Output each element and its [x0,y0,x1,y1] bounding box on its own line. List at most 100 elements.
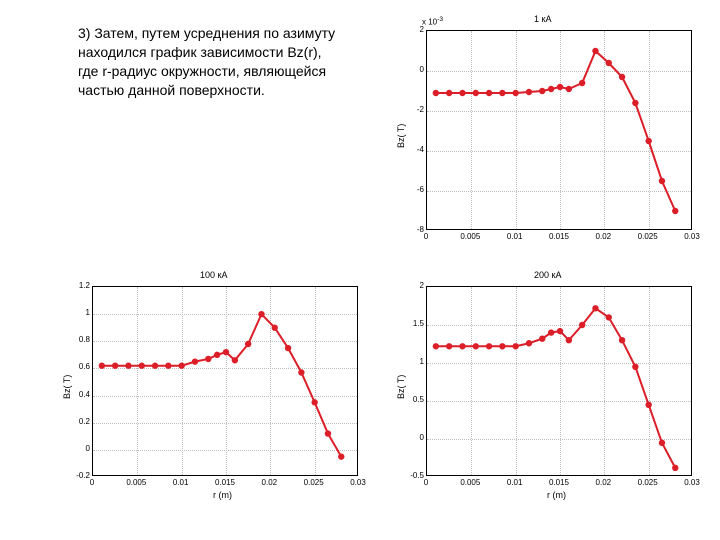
x-tick-label: 0.01 [500,478,530,487]
x-axis-label: r (m) [547,490,566,500]
data-marker [672,208,678,214]
data-marker [178,363,184,369]
data-marker [272,325,278,331]
data-marker [433,90,439,96]
data-marker [592,48,598,54]
data-marker [223,349,229,355]
data-marker [446,90,452,96]
x-tick-label: 0.03 [343,478,373,487]
y-axis-label: Bz( T) [62,375,72,399]
chart-200ka: -0.500.511.5200.0050.010.0150.020.0250.0… [388,266,698,506]
y-tick-label: 1.5 [394,319,424,328]
data-marker [152,363,158,369]
y-axis-label: Bz( T) [396,375,406,399]
data-marker [619,74,625,80]
data-marker [526,340,532,346]
data-marker [557,328,563,334]
data-marker [632,364,638,370]
data-marker [473,90,479,96]
data-marker [486,343,492,349]
data-marker [205,356,211,362]
data-marker [112,363,118,369]
data-marker [512,90,518,96]
y-tick-label: 2 [394,281,424,290]
y-tick-label: 2 [394,25,424,34]
data-marker [645,138,651,144]
data-marker [298,369,304,375]
plot-area [426,30,692,230]
data-marker [632,100,638,106]
plot-area [426,286,692,476]
data-marker [499,90,505,96]
data-marker [459,343,465,349]
data-series [427,31,693,231]
y-tick-label: 0.6 [60,362,90,371]
x-tick-label: 0.03 [677,478,707,487]
data-marker [338,453,344,459]
y-tick-label: 1 [60,308,90,317]
x-tick-label: 0.01 [166,478,196,487]
y-tick-label: 0.2 [60,417,90,426]
x-tick-label: 0.01 [500,232,530,241]
data-marker [258,311,264,317]
data-marker [659,440,665,446]
x-tick-label: 0 [411,478,441,487]
x-tick-label: 0.015 [544,232,574,241]
chart-title: 1 кА [534,14,551,24]
data-series [93,287,359,477]
data-marker [566,337,572,343]
data-marker [165,363,171,369]
data-marker [579,322,585,328]
x-tick-label: 0 [411,232,441,241]
chart-100ka: -0.200.20.40.60.811.200.0050.010.0150.02… [54,266,364,506]
data-marker [659,178,665,184]
data-marker [214,352,220,358]
data-marker [499,343,505,349]
data-marker [232,357,238,363]
x-tick-label: 0.005 [121,478,151,487]
x-tick-label: 0.005 [455,478,485,487]
series-line [436,308,675,468]
data-marker [512,343,518,349]
data-marker [672,465,678,471]
plot-area [92,286,358,476]
data-marker [539,335,545,341]
data-marker [139,363,145,369]
x-tick-label: 0.015 [544,478,574,487]
data-marker [325,430,331,436]
data-marker [619,337,625,343]
data-marker [311,399,317,405]
description-paragraph: 3) Затем, путем усреднения по азимуту на… [78,24,343,100]
x-tick-label: 0.015 [210,478,240,487]
x-tick-label: 0.025 [633,232,663,241]
data-marker [579,80,585,86]
data-marker [473,343,479,349]
data-marker [548,86,554,92]
data-marker [446,343,452,349]
data-marker [99,363,105,369]
data-marker [592,305,598,311]
y-tick-label: 0 [60,444,90,453]
y-tick-label: 1.2 [60,281,90,290]
x-tick-label: 0.025 [299,478,329,487]
data-marker [606,314,612,320]
x-tick-label: 0.005 [455,232,485,241]
data-marker [285,345,291,351]
y-tick-label: 0 [394,433,424,442]
y-tick-label: -2 [394,105,424,114]
y-tick-label: -6 [394,185,424,194]
data-marker [459,90,465,96]
y-tick-label: 0 [394,65,424,74]
x-tick-label: 0.02 [254,478,284,487]
y-axis-label: Bz( T) [396,124,406,148]
data-marker [606,60,612,66]
x-tick-label: 0.02 [588,232,618,241]
x-tick-label: 0 [77,478,107,487]
series-line [102,314,341,457]
y-tick-label: 1 [394,357,424,366]
y-exponent: x 10-3 [422,16,443,27]
data-marker [192,358,198,364]
data-series [427,287,693,477]
x-tick-label: 0.02 [588,478,618,487]
data-marker [526,89,532,95]
